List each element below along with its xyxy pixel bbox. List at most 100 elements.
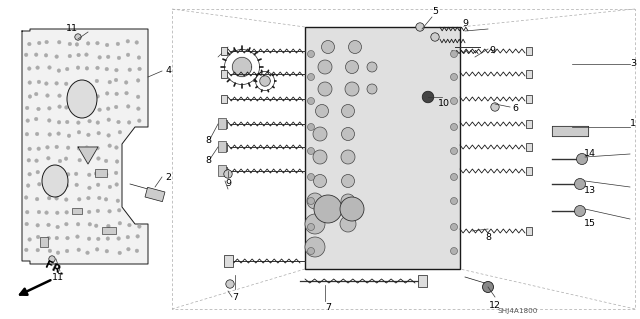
Circle shape bbox=[47, 173, 51, 176]
Text: 8: 8 bbox=[205, 137, 211, 145]
Circle shape bbox=[47, 107, 51, 110]
Circle shape bbox=[86, 251, 90, 255]
Circle shape bbox=[58, 94, 61, 98]
Bar bbox=[72, 208, 82, 214]
Circle shape bbox=[58, 41, 61, 44]
Circle shape bbox=[346, 61, 358, 73]
Circle shape bbox=[321, 41, 335, 54]
Circle shape bbox=[65, 211, 68, 214]
Circle shape bbox=[349, 41, 362, 54]
Circle shape bbox=[55, 197, 58, 200]
Circle shape bbox=[367, 62, 377, 72]
Circle shape bbox=[68, 54, 72, 58]
Circle shape bbox=[116, 120, 120, 124]
Circle shape bbox=[35, 197, 39, 201]
Bar bbox=[102, 227, 116, 234]
Circle shape bbox=[107, 134, 111, 137]
Circle shape bbox=[88, 186, 92, 190]
Circle shape bbox=[106, 107, 110, 110]
Bar bbox=[218, 142, 226, 152]
Circle shape bbox=[117, 208, 121, 212]
Circle shape bbox=[416, 23, 424, 31]
Circle shape bbox=[24, 248, 28, 252]
Circle shape bbox=[25, 222, 29, 226]
Text: SHJ4A1800: SHJ4A1800 bbox=[498, 308, 538, 314]
Circle shape bbox=[307, 197, 314, 204]
Circle shape bbox=[106, 237, 109, 241]
Circle shape bbox=[345, 82, 359, 96]
Circle shape bbox=[105, 249, 109, 253]
Circle shape bbox=[313, 127, 327, 141]
Circle shape bbox=[116, 199, 120, 203]
Circle shape bbox=[48, 249, 52, 253]
Circle shape bbox=[575, 205, 586, 217]
Bar bbox=[145, 187, 165, 202]
Circle shape bbox=[124, 81, 128, 84]
Circle shape bbox=[37, 147, 40, 151]
Circle shape bbox=[77, 197, 81, 201]
Circle shape bbox=[226, 280, 234, 288]
Bar bbox=[221, 70, 227, 78]
Polygon shape bbox=[552, 125, 588, 137]
Circle shape bbox=[108, 80, 111, 84]
Text: 13: 13 bbox=[584, 187, 596, 196]
Circle shape bbox=[24, 53, 28, 57]
Bar bbox=[221, 143, 227, 151]
Circle shape bbox=[115, 92, 118, 96]
Circle shape bbox=[36, 224, 40, 227]
Circle shape bbox=[87, 237, 91, 241]
Circle shape bbox=[115, 171, 118, 175]
Text: 12: 12 bbox=[489, 300, 501, 309]
Circle shape bbox=[318, 82, 332, 96]
Circle shape bbox=[36, 66, 40, 70]
Circle shape bbox=[28, 238, 31, 241]
Circle shape bbox=[37, 41, 41, 45]
Circle shape bbox=[37, 210, 41, 214]
Circle shape bbox=[66, 236, 69, 240]
Circle shape bbox=[95, 224, 98, 227]
Circle shape bbox=[224, 170, 232, 178]
Circle shape bbox=[65, 106, 68, 109]
Circle shape bbox=[76, 235, 79, 238]
Circle shape bbox=[118, 251, 122, 255]
Circle shape bbox=[26, 184, 30, 187]
Circle shape bbox=[55, 55, 58, 58]
Circle shape bbox=[47, 196, 51, 200]
Circle shape bbox=[84, 53, 88, 56]
Circle shape bbox=[86, 41, 90, 45]
Circle shape bbox=[28, 67, 31, 70]
Circle shape bbox=[55, 145, 58, 149]
Circle shape bbox=[67, 134, 71, 137]
Circle shape bbox=[56, 251, 60, 255]
Circle shape bbox=[74, 172, 78, 176]
Circle shape bbox=[87, 157, 91, 160]
Bar bbox=[526, 47, 532, 55]
Circle shape bbox=[115, 183, 118, 186]
Circle shape bbox=[76, 222, 80, 226]
Circle shape bbox=[117, 56, 121, 60]
Circle shape bbox=[78, 158, 81, 162]
Circle shape bbox=[575, 179, 586, 189]
Circle shape bbox=[57, 186, 60, 189]
Circle shape bbox=[451, 98, 458, 105]
Circle shape bbox=[28, 147, 31, 151]
Circle shape bbox=[35, 92, 38, 96]
Bar bbox=[526, 167, 532, 175]
Bar bbox=[526, 227, 532, 235]
Bar bbox=[218, 118, 226, 130]
Circle shape bbox=[342, 174, 355, 188]
Circle shape bbox=[77, 130, 81, 134]
Circle shape bbox=[136, 234, 140, 238]
Circle shape bbox=[88, 210, 91, 214]
Circle shape bbox=[44, 54, 48, 57]
Circle shape bbox=[96, 209, 100, 213]
Circle shape bbox=[97, 183, 100, 187]
Text: 1: 1 bbox=[630, 120, 636, 129]
Circle shape bbox=[451, 73, 458, 80]
Circle shape bbox=[116, 42, 120, 46]
Bar bbox=[221, 120, 227, 128]
Circle shape bbox=[451, 174, 458, 181]
Circle shape bbox=[36, 248, 40, 252]
Circle shape bbox=[117, 237, 120, 240]
Text: 15: 15 bbox=[584, 219, 596, 228]
